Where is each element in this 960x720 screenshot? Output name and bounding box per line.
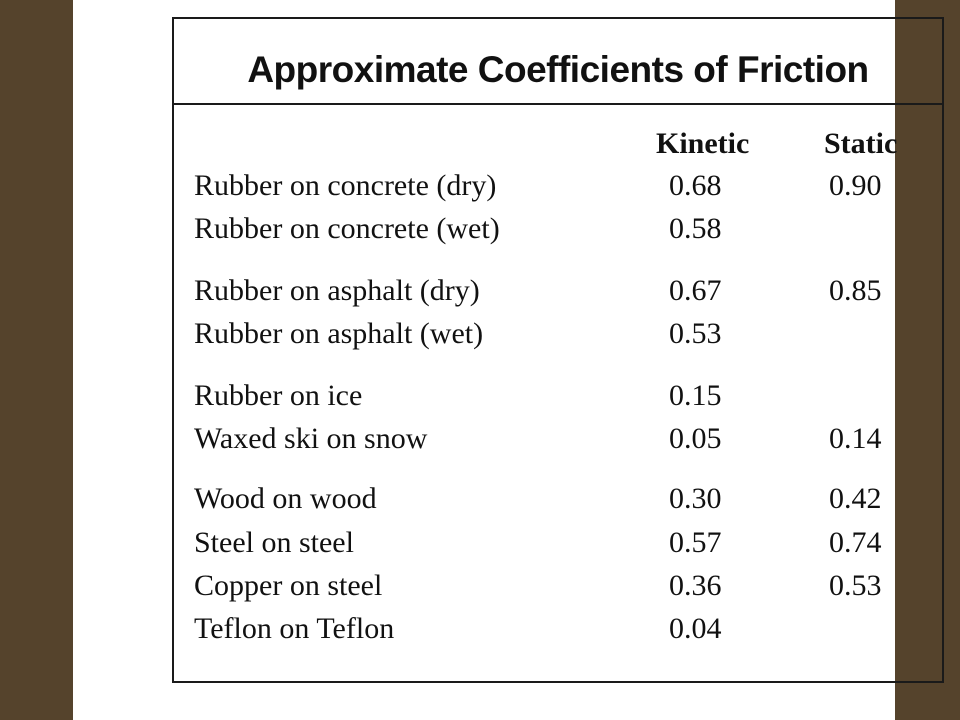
friction-table: Approximate Coefficients of Friction Kin…: [172, 17, 944, 683]
table-row: Rubber on asphalt (wet) 0.53: [174, 317, 942, 357]
kinetic-cell: 0.15: [669, 379, 722, 412]
column-header-kinetic: Kinetic: [656, 127, 750, 160]
table-row: Rubber on ice 0.15: [174, 379, 942, 419]
kinetic-cell: 0.05: [669, 422, 722, 455]
material-cell: Steel on steel: [194, 526, 354, 559]
kinetic-cell: 0.36: [669, 569, 722, 602]
kinetic-cell: 0.04: [669, 612, 722, 645]
kinetic-cell: 0.68: [669, 169, 722, 202]
material-cell: Rubber on concrete (wet): [194, 212, 500, 245]
table-row: Rubber on asphalt (dry) 0.67 0.85: [174, 274, 942, 314]
table-row: Wood on wood 0.30 0.42: [174, 482, 942, 522]
kinetic-cell: 0.53: [669, 317, 722, 350]
document-page: Approximate Coefficients of Friction Kin…: [73, 0, 944, 720]
table-title: Approximate Coefficients of Friction: [247, 49, 869, 90]
material-cell: Rubber on asphalt (wet): [194, 317, 484, 350]
kinetic-cell: 0.58: [669, 212, 722, 245]
static-cell: 0.85: [829, 274, 882, 307]
static-cell: 0.42: [829, 482, 882, 515]
material-cell: Waxed ski on snow: [194, 422, 428, 455]
column-header-static: Static: [824, 127, 898, 160]
table-row: Waxed ski on snow 0.05 0.14: [174, 422, 942, 462]
table-row: Steel on steel 0.57 0.74: [174, 526, 942, 566]
table-header: Approximate Coefficients of Friction: [174, 19, 942, 105]
kinetic-cell: 0.30: [669, 482, 722, 515]
static-cell: 0.14: [829, 422, 882, 455]
table-row: Teflon on Teflon 0.04: [174, 612, 942, 652]
kinetic-cell: 0.67: [669, 274, 722, 307]
static-cell: 0.74: [829, 526, 882, 559]
material-cell: Copper on steel: [194, 569, 383, 602]
table-row: Rubber on concrete (wet) 0.58: [174, 212, 942, 252]
material-cell: Rubber on concrete (dry): [194, 169, 497, 202]
material-cell: Rubber on asphalt (dry): [194, 274, 480, 307]
table-row: Rubber on concrete (dry) 0.68 0.90: [174, 169, 942, 209]
material-cell: Rubber on ice: [194, 379, 363, 412]
kinetic-cell: 0.57: [669, 526, 722, 559]
static-cell: 0.90: [829, 169, 882, 202]
material-cell: Teflon on Teflon: [194, 612, 395, 645]
table-row: Copper on steel 0.36 0.53: [174, 569, 942, 609]
material-cell: Wood on wood: [194, 482, 377, 515]
static-cell: 0.53: [829, 569, 882, 602]
